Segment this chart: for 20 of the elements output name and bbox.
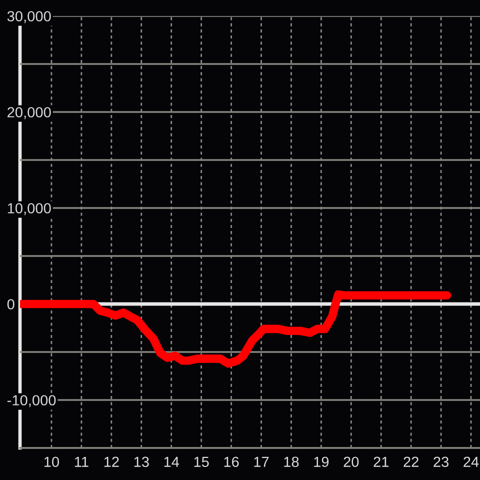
x-tick-label: 15 — [194, 456, 209, 468]
y-tick-label: -10,000 — [7, 395, 56, 408]
x-tick-label: 14 — [164, 456, 180, 467]
x-tick-label: 22 — [404, 456, 418, 467]
x-tick-label: 12 — [104, 456, 119, 467]
y-tick-label: 10,000 — [8, 203, 51, 216]
x-tick-label: 19 — [314, 456, 329, 468]
x-tick-label: 18 — [284, 456, 299, 468]
x-tick-label: 11 — [74, 456, 88, 467]
x-tick-label: 13 — [134, 456, 149, 468]
y-tick-label: 20,000 — [8, 107, 51, 120]
y-tick-label: 0 — [7, 299, 14, 310]
x-tick-label: 23 — [434, 456, 449, 468]
x-tick-label: 17 — [254, 456, 269, 467]
x-tick-label: 16 — [224, 456, 239, 468]
x-tick-label: 10 — [44, 456, 60, 468]
x-tick-label: 21 — [374, 456, 389, 467]
x-tick-label: 20 — [344, 456, 359, 468]
x-tick-label: 24 — [464, 456, 479, 467]
y-tick-label: 30,000 — [7, 11, 51, 24]
